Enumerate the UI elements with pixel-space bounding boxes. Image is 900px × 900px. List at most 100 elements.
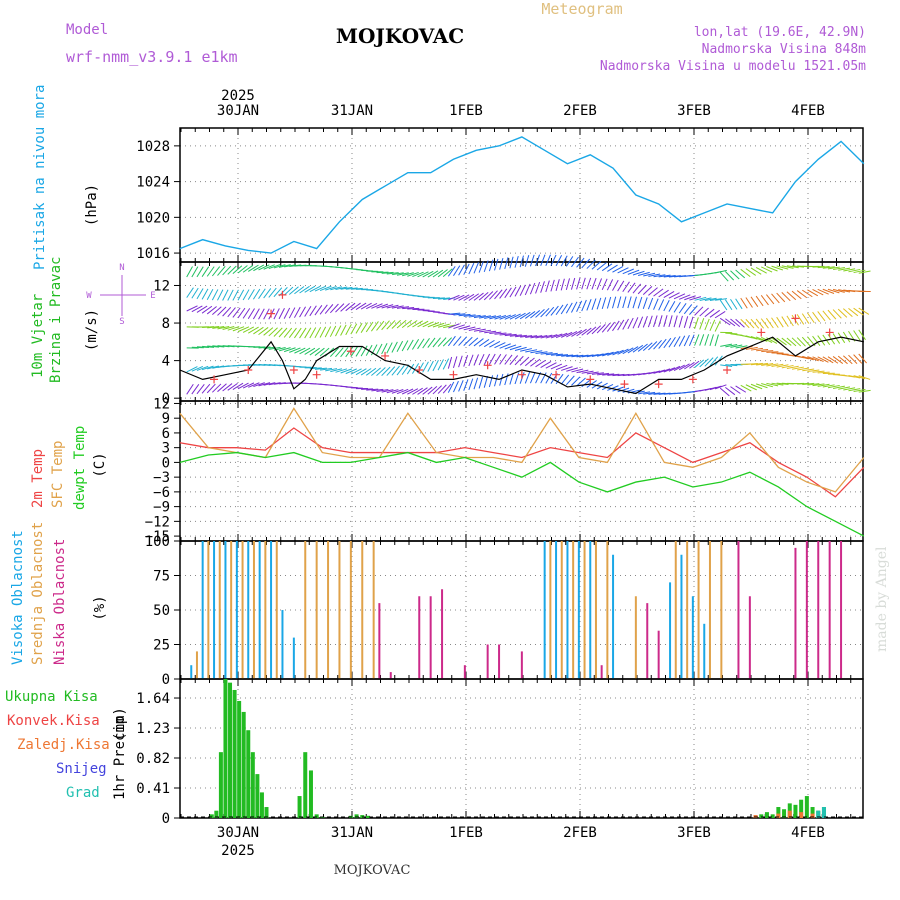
wind-arrow (647, 297, 654, 310)
wind-arrow (586, 371, 599, 375)
wind-arrow (673, 336, 681, 348)
y-tick-label: 1.64 (136, 691, 170, 707)
wind-arrow (448, 294, 460, 301)
wind-arrow (458, 264, 465, 276)
wind-arrow (345, 287, 358, 290)
wind-arrow (858, 389, 871, 393)
wind-arrow (273, 287, 283, 298)
wind-arrow (350, 287, 363, 290)
wind-arrow (858, 270, 871, 274)
y-tick-label: −12 (145, 514, 170, 530)
y-tick-label: 1016 (136, 246, 170, 262)
wind-gust-marker (210, 375, 219, 384)
wind-arrow (514, 285, 522, 297)
wind-arrow (545, 254, 551, 266)
wind-arrow (591, 260, 602, 270)
wind-arrow (483, 339, 495, 348)
wind-arrow (196, 288, 204, 300)
wind-arrow (838, 289, 851, 293)
wind-arrow (545, 372, 553, 384)
wind-arrow (222, 383, 233, 392)
wind-arrow (483, 260, 489, 273)
wind-arrow (735, 345, 748, 349)
wind-arrow (202, 326, 215, 328)
wind-arrow (519, 284, 526, 296)
wind-arrow (278, 327, 288, 338)
wind-arrow (391, 305, 404, 309)
wind-arrow (560, 303, 569, 315)
wind-arrow (607, 385, 619, 391)
top-day-label: 3FEB (677, 103, 711, 119)
wind-arrow (771, 265, 784, 271)
wind-arrow (704, 308, 715, 318)
wind-arrow (699, 318, 705, 330)
wind-arrow (540, 361, 552, 368)
wind-arrow (786, 337, 797, 347)
wind-arrow (617, 348, 629, 355)
wind-arrow (565, 256, 574, 267)
wind-arrow (848, 268, 861, 273)
wind-arrow (796, 314, 805, 325)
y-tick-label: 1028 (136, 139, 170, 155)
wind-arrow (294, 327, 302, 339)
wind-arrow (514, 355, 524, 366)
wind-arrow (766, 382, 779, 387)
precip-bar (804, 796, 809, 818)
wind-arrow (448, 323, 460, 329)
wind-arrow (504, 257, 509, 270)
wind-arrow (566, 367, 578, 372)
wind-arrow (186, 266, 193, 278)
wind-arrow (735, 318, 745, 328)
wind-arrow (483, 376, 489, 388)
precip-bar (218, 752, 223, 818)
wind-arrow (232, 289, 239, 301)
wind-arrow (237, 326, 250, 333)
wind-arrow (406, 363, 415, 375)
wind-arrow (324, 304, 334, 314)
wind-arrow (689, 296, 702, 301)
wind-arrow (268, 287, 277, 298)
wind-arrow (663, 367, 676, 373)
wind-arrow (340, 324, 347, 336)
pressure-unit: (hPa) (84, 184, 100, 226)
wind-arrow (237, 307, 246, 319)
wind-arrow (560, 331, 573, 338)
wind-arrow (755, 318, 765, 329)
wind-arrow (617, 387, 630, 393)
wind-arrow (853, 307, 864, 316)
wind-arrow (422, 321, 434, 328)
wind-arrow (802, 368, 815, 372)
wind-gust-marker (289, 366, 298, 375)
wind-arrow (401, 319, 412, 328)
wind-arrow (606, 321, 616, 332)
precip-bar (308, 770, 313, 818)
wind-arrow (848, 354, 858, 364)
wind-arrow (320, 367, 333, 371)
wind-arrow (765, 294, 775, 305)
compass-s: S (119, 317, 124, 327)
wind-arrow (848, 388, 861, 392)
wind-arrow (601, 263, 613, 272)
wind-arrow (524, 255, 530, 267)
wind-arrow (468, 378, 474, 391)
top-day-label: 31JAN (331, 103, 373, 119)
wind-arrow (776, 316, 784, 328)
wind-arrow (386, 304, 399, 309)
wind-arrow (730, 298, 738, 310)
wind-arrow (648, 341, 658, 351)
precip-bar (255, 774, 260, 818)
wind-gust-marker (415, 366, 424, 375)
wind-arrow (329, 303, 339, 314)
wind-arrow (637, 284, 647, 295)
wind-gust-marker (552, 370, 561, 379)
precip-bar (365, 815, 370, 818)
wind-arrow (524, 357, 535, 367)
wind-arrow (427, 337, 436, 348)
wind-arrow (586, 259, 596, 269)
wind-arrow (381, 366, 391, 376)
wind-arrow (283, 327, 293, 338)
wind-arrow (186, 384, 194, 395)
wind-arrow (371, 303, 383, 309)
wind-arrow (566, 354, 579, 358)
wind-arrow (560, 278, 565, 291)
